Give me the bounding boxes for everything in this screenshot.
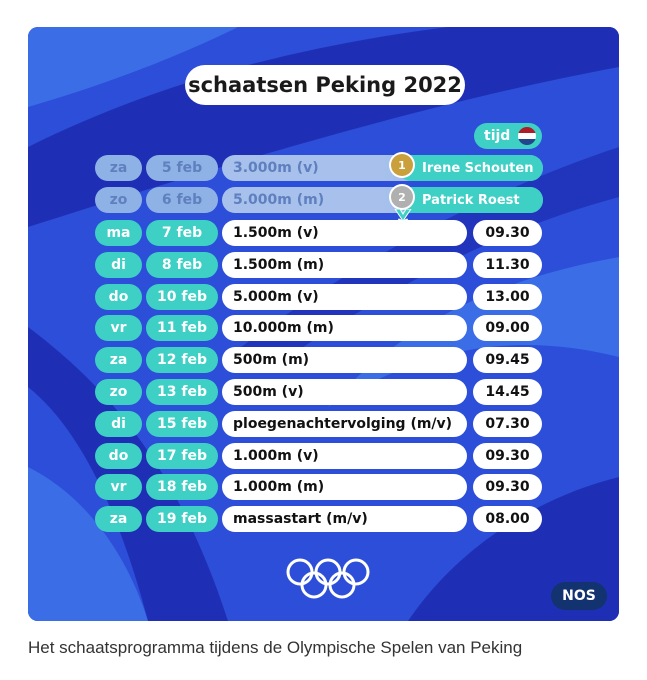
day-label: ma (95, 220, 142, 246)
date-label: 13 feb (146, 379, 218, 405)
netherlands-flag-icon (518, 127, 536, 145)
day-label: do (95, 284, 142, 310)
time-label: 09.00 (473, 315, 542, 341)
medalist-name: Patrick Roest (422, 192, 520, 208)
medalist-name: Irene Schouten (422, 160, 534, 176)
date-label: 19 feb (146, 506, 218, 532)
date-label: 5 feb (146, 155, 218, 181)
date-label: 7 feb (146, 220, 218, 246)
medalist-badge: Irene Schouten (398, 155, 543, 181)
day-label: do (95, 443, 142, 469)
schedule-row: za 5 feb 3.000m (v) Irene Schouten 1 (28, 154, 619, 181)
date-label: 6 feb (146, 187, 218, 213)
day-label: za (95, 506, 142, 532)
nos-logo: NOS (551, 582, 607, 610)
date-label: 8 feb (146, 252, 218, 278)
event-label: 1.000m (m) (222, 474, 467, 500)
time-header-label: tijd (484, 128, 511, 144)
time-label: 09.30 (473, 474, 542, 500)
day-label: zo (95, 379, 142, 405)
time-label: 09.30 (473, 220, 542, 246)
olympic-rings-icon (286, 558, 370, 599)
time-label: 07.30 (473, 411, 542, 437)
day-label: zo (95, 187, 142, 213)
day-label: di (95, 411, 142, 437)
event-label: 1.500m (m) (222, 252, 467, 278)
time-label: 11.30 (473, 252, 542, 278)
schedule-row: vr 11 feb 10.000m (m) 09.00 (28, 315, 619, 341)
event-label: 500m (v) (222, 379, 467, 405)
schedule-row: do 17 feb 1.000m (v) 09.30 (28, 443, 619, 469)
event-label: 5.000m (v) (222, 284, 467, 310)
time-label: 09.30 (473, 443, 542, 469)
schedule-row: za 12 feb 500m (m) 09.45 (28, 347, 619, 373)
page-title: schaatsen Peking 2022 (185, 65, 465, 105)
event-label: ploegenachtervolging (m/v) (222, 411, 467, 437)
schedule-row: vr 18 feb 1.000m (m) 09.30 (28, 474, 619, 500)
image-caption: Het schaatsprogramma tijdens de Olympisc… (28, 638, 523, 657)
date-label: 18 feb (146, 474, 218, 500)
date-label: 12 feb (146, 347, 218, 373)
schedule-row: do 10 feb 5.000m (v) 13.00 (28, 284, 619, 310)
time-label: 14.45 (473, 379, 542, 405)
event-label: massastart (m/v) (222, 506, 467, 532)
day-label: za (95, 155, 142, 181)
schedule-row: di 15 feb ploegenachtervolging (m/v) 07.… (28, 411, 619, 437)
day-label: za (95, 347, 142, 373)
schedule-row: zo 6 feb 5.000m (m) Patrick Roest 2 (28, 186, 619, 229)
schedule-row: zo 13 feb 500m (v) 14.45 (28, 379, 619, 405)
day-label: di (95, 252, 142, 278)
time-label: 13.00 (473, 284, 542, 310)
event-label: 1.000m (v) (222, 443, 467, 469)
date-label: 17 feb (146, 443, 218, 469)
date-label: 15 feb (146, 411, 218, 437)
time-column-header: tijd (474, 123, 542, 149)
event-label: 500m (m) (222, 347, 467, 373)
day-label: vr (95, 474, 142, 500)
day-label: vr (95, 315, 142, 341)
gold-medal-icon: 1 (391, 154, 413, 176)
time-label: 09.45 (473, 347, 542, 373)
date-label: 10 feb (146, 284, 218, 310)
time-label: 08.00 (473, 506, 542, 532)
schedule-card: schaatsen Peking 2022 tijd za 5 feb 3.00… (28, 27, 619, 621)
silver-medal-icon: 2 (391, 186, 413, 208)
medalist-badge: Patrick Roest (398, 187, 543, 213)
event-label: 1.500m (v) (222, 220, 467, 246)
event-label: 10.000m (m) (222, 315, 467, 341)
schedule-row: ma 7 feb 1.500m (v) 09.30 (28, 220, 619, 246)
date-label: 11 feb (146, 315, 218, 341)
schedule-row: di 8 feb 1.500m (m) 11.30 (28, 252, 619, 278)
schedule-row: za 19 feb massastart (m/v) 08.00 (28, 506, 619, 532)
